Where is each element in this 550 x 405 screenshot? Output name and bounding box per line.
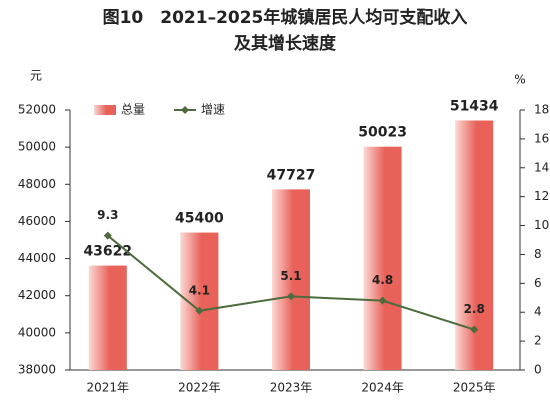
marker	[195, 306, 204, 315]
y-tick-label: 48000	[18, 177, 56, 191]
x-tick-label: 2024年	[361, 381, 404, 395]
y-tick-label: 50000	[18, 140, 56, 154]
y2-tick-label: 18	[534, 103, 549, 117]
y2-axis-label: %	[514, 73, 525, 87]
data-label: 4.8	[372, 273, 393, 287]
y2-tick-label: 10	[534, 218, 549, 232]
y2-tick-label: 6	[534, 276, 542, 290]
y2-tick-label: 0	[534, 363, 542, 377]
y-tick-label: 38000	[18, 363, 56, 377]
legend-label: 总量	[121, 103, 145, 117]
marker	[287, 292, 295, 301]
y-tick-label: 46000	[18, 214, 56, 228]
x-tick-label: 2022年	[178, 381, 221, 395]
y2-tick-label: 8	[534, 247, 542, 261]
chart-title: 及其增长速度	[234, 33, 337, 54]
y-tick-label: 52000	[18, 103, 56, 117]
data-label: 50023	[358, 125, 407, 141]
y-axis-label: 元	[30, 69, 42, 83]
data-label: 47727	[267, 167, 316, 183]
marker	[378, 296, 387, 305]
bar	[272, 189, 310, 370]
data-label: 43622	[83, 244, 132, 260]
chart-title: 图10 2021–2025年城镇居民人均可支配收入	[103, 7, 468, 28]
legend-swatch	[94, 105, 116, 115]
data-label: 45400	[175, 211, 224, 227]
y-tick-label: 40000	[18, 325, 56, 339]
data-label: 9.3	[97, 208, 118, 222]
y-tick-label: 44000	[18, 251, 56, 265]
x-tick-label: 2021年	[87, 381, 130, 395]
legend-label: 增速	[201, 103, 225, 117]
marker	[470, 325, 479, 334]
y-tick-label: 42000	[18, 288, 56, 302]
data-label: 51434	[450, 99, 499, 115]
y2-tick-label: 16	[534, 131, 549, 145]
marker	[103, 231, 112, 240]
data-label: 5.1	[280, 269, 301, 283]
data-label: 2.8	[464, 302, 485, 316]
x-tick-label: 2023年	[270, 381, 313, 395]
bar	[180, 232, 219, 370]
y2-tick-label: 4	[534, 305, 542, 319]
y2-tick-label: 14	[534, 160, 549, 174]
y2-tick-label: 2	[534, 334, 542, 348]
legend-swatch	[181, 106, 189, 114]
bar	[88, 265, 127, 370]
x-tick-label: 2025年	[453, 381, 496, 395]
data-label: 4.1	[189, 283, 210, 297]
bar	[363, 146, 402, 370]
y2-tick-label: 12	[534, 189, 549, 203]
